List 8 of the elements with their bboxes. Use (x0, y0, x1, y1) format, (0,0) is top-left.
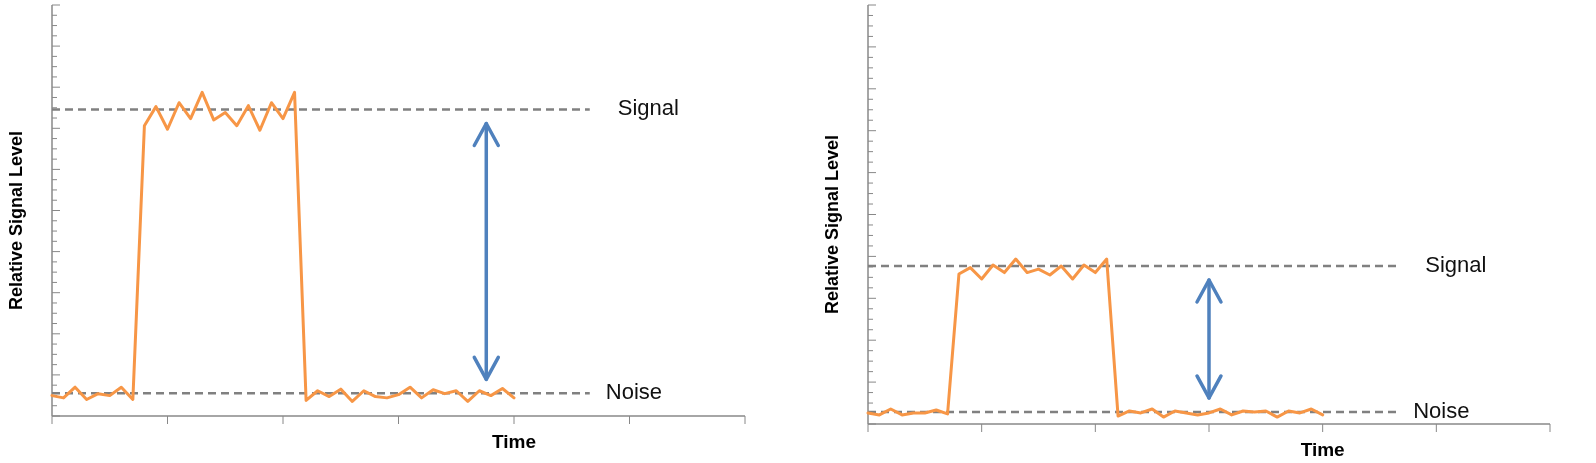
ref-line-label: Noise (605, 379, 663, 405)
x-axis-title: Time (1300, 439, 1345, 460)
x-axis-title: Time (491, 431, 537, 452)
ref-line-label: Noise (1413, 397, 1470, 423)
y-axis-title: Relative Signal Level (6, 130, 26, 311)
ref-line-label: Signal (617, 95, 679, 121)
ref-line-label: Signal (1425, 251, 1487, 277)
y-axis-title: Relative Signal Level (822, 134, 842, 315)
